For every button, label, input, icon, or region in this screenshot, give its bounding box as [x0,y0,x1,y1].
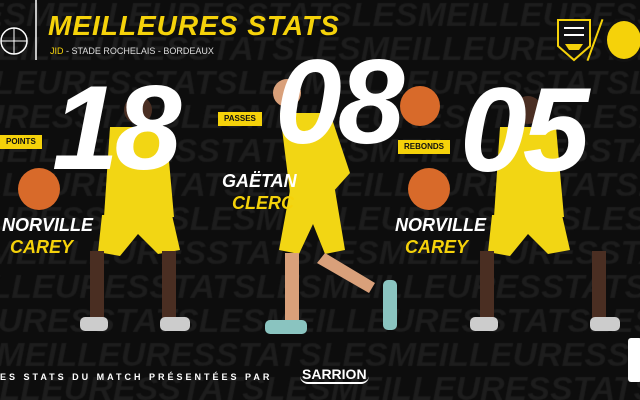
stat-label-rebonds: REBONDS [398,140,451,154]
basketball [400,86,440,126]
player-last-name: CLERC [232,193,294,213]
stat-label-points: POINTS [0,135,42,149]
page-title: MEILLEURES STATS [48,10,340,41]
footer-text: ES STATS DU MATCH PRÉSENTÉES PAR [0,372,273,382]
basketball [18,168,60,210]
match-teams: - STADE ROCHELAIS - BORDEAUX [63,46,214,56]
player-first-name: GAËTAN [222,171,297,191]
match-subtitle: JID - STADE ROCHELAIS - BORDEAUX [50,46,214,57]
player-first-name: NORVILLE [2,215,94,235]
player-last-name: CAREY [10,237,74,257]
player-photo-carey [470,95,620,345]
sponsor-logo: SARRION [300,366,369,384]
player-last-name: CAREY [405,237,469,257]
player-photo-carey [80,95,190,345]
basketball-icon [0,0,40,70]
stat-value-points: 18 [52,61,181,195]
basketball [408,168,450,210]
competition: JID [50,46,64,56]
partner-logo [628,338,640,382]
stat-value-rebonds: 05 [460,63,589,197]
stat-value-passes: 08 [275,35,404,169]
jsa-logo [604,18,640,62]
player-photo-clerc [265,75,415,355]
stade-rochelais-logo [556,18,592,66]
player-first-name: NORVILLE [395,215,487,235]
stat-label-passes: PASSES [218,112,262,126]
